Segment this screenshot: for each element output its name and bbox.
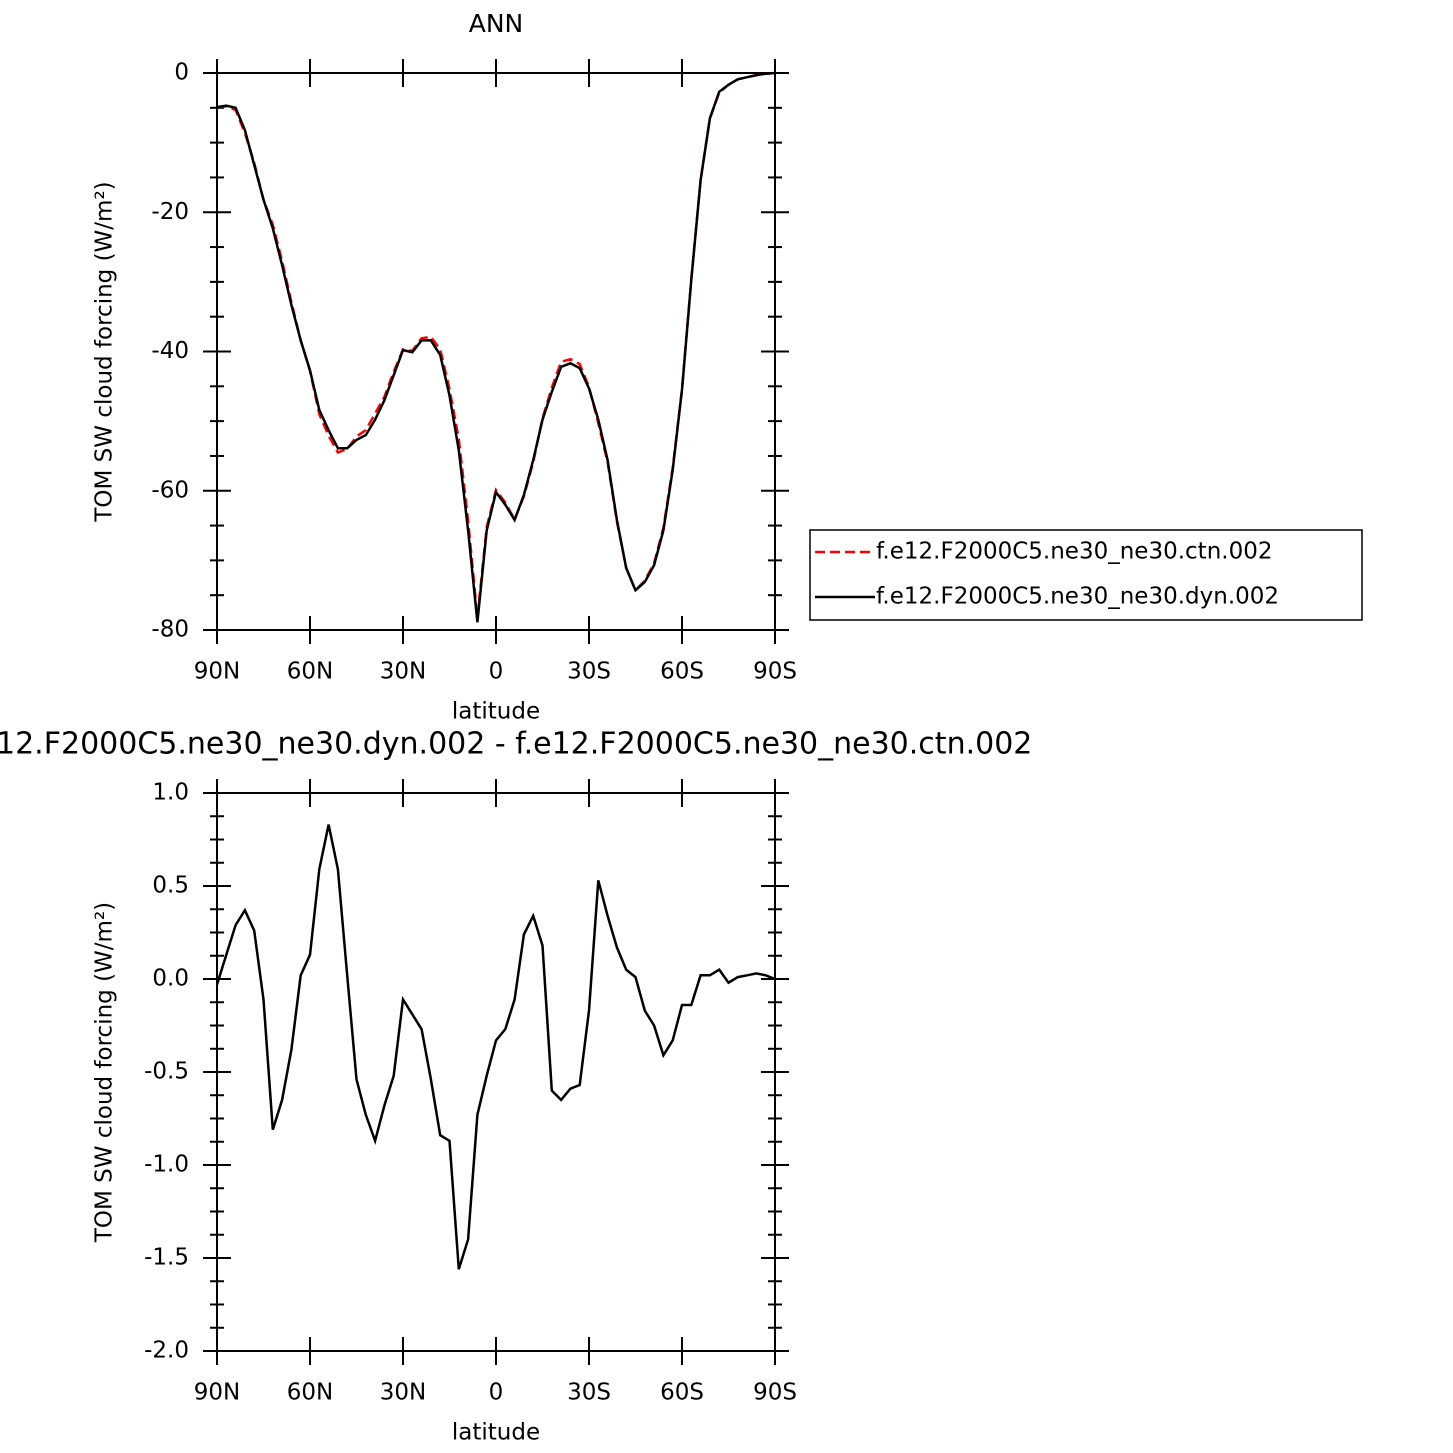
plot-frame — [216, 792, 776, 1352]
y-tick-label: 0 — [174, 60, 189, 86]
y-tick-label: -60 — [151, 477, 189, 503]
x-tick-label: 30N — [380, 659, 426, 685]
y-tick-label: -80 — [151, 617, 189, 643]
data-line — [216, 71, 776, 623]
y-axis-label: TOM SW cloud forcing (W/m²) — [92, 181, 118, 522]
x-axis-label: latitude — [452, 1420, 540, 1446]
y-tick-label: -20 — [151, 199, 189, 225]
x-tick-label: 60N — [287, 1380, 333, 1406]
x-tick-label: 30N — [380, 1380, 426, 1406]
legend-label: f.e12.F2000C5.ne30_ne30.dyn.002 — [876, 584, 1279, 610]
x-tick-label: 30S — [567, 1380, 611, 1406]
y-tick-label: -0.5 — [144, 1059, 189, 1085]
legend-box — [809, 529, 1363, 621]
y-axis-label: TOM SW cloud forcing (W/m²) — [92, 902, 118, 1243]
y-tick-label: -40 — [151, 338, 189, 364]
y-tick-label: -2.0 — [144, 1338, 189, 1364]
chart-title: ANN — [469, 9, 524, 38]
x-tick-label: 60N — [287, 659, 333, 685]
x-tick-label: 0 — [489, 659, 504, 685]
x-tick-label: 90N — [194, 1380, 240, 1406]
data-line — [215, 824, 776, 1270]
x-tick-label: 90S — [753, 659, 797, 685]
y-tick-label: 0.5 — [152, 873, 189, 899]
x-tick-label: 90N — [194, 659, 240, 685]
data-line — [216, 71, 776, 618]
x-tick-label: 0 — [489, 1380, 504, 1406]
y-tick-label: -1.5 — [144, 1245, 189, 1271]
x-tick-label: 30S — [567, 659, 611, 685]
legend-label: f.e12.F2000C5.ne30_ne30.ctn.002 — [876, 539, 1272, 565]
x-tick-label: 90S — [753, 1380, 797, 1406]
plot-frame — [216, 72, 776, 631]
x-tick-label: 60S — [660, 659, 704, 685]
x-tick-label: 60S — [660, 1380, 704, 1406]
y-tick-label: -1.0 — [144, 1152, 189, 1178]
x-axis-label: latitude — [452, 699, 540, 725]
y-tick-label: 0.0 — [152, 966, 189, 992]
y-tick-label: 1.0 — [152, 780, 189, 806]
chart-title: f.e12.F2000C5.ne30_ne30.dyn.002 - f.e12.… — [0, 727, 1032, 762]
